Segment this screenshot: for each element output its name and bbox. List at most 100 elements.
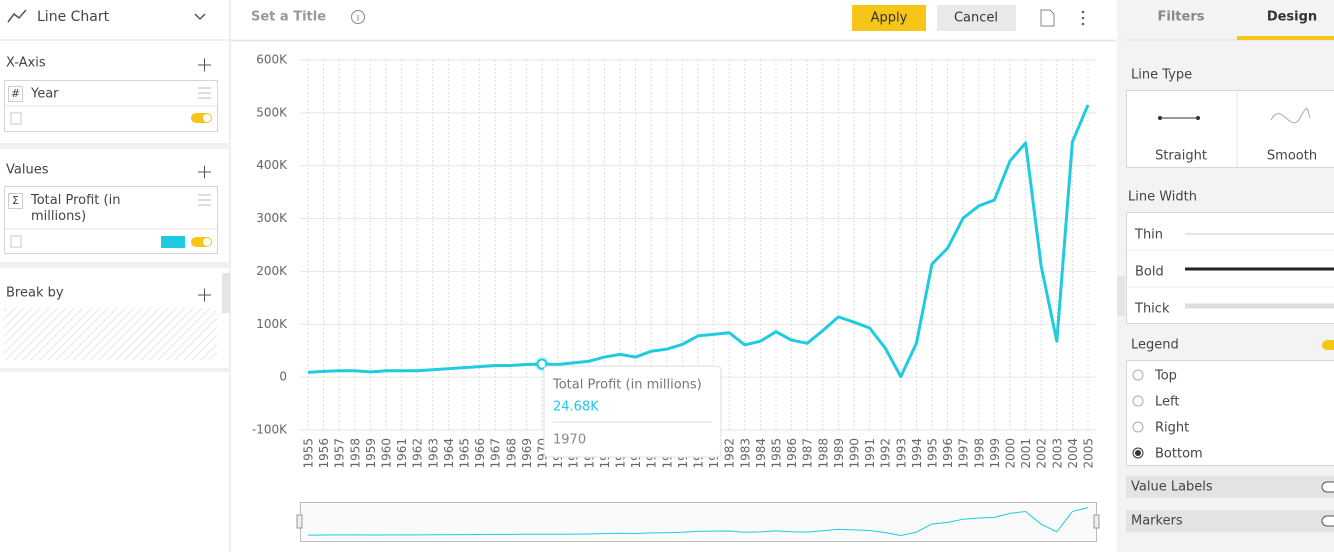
tooltip-category: 1970 <box>553 433 586 448</box>
toggle[interactable] <box>1322 340 1334 350</box>
option-label[interactable]: Left <box>1155 395 1179 410</box>
info-icon[interactable] <box>351 10 365 24</box>
navigator-line <box>307 507 1089 537</box>
x-tick-label: 1991 <box>863 438 877 469</box>
drag-handle[interactable] <box>198 87 211 99</box>
navigator-handle[interactable] <box>1093 514 1100 529</box>
option-label[interactable]: Thick <box>1134 302 1170 317</box>
x-tick-label: 2000 <box>1004 438 1018 469</box>
option-label[interactable]: Right <box>1155 421 1189 436</box>
smooth-icon[interactable] <box>1270 107 1311 124</box>
x-tick-label: 1997 <box>957 438 971 469</box>
x-tick-label: 1969 <box>520 438 534 469</box>
tooltip-series: Total Profit (in millions) <box>552 378 702 393</box>
drop-zone[interactable] <box>4 308 217 360</box>
navigator[interactable] <box>300 502 1097 542</box>
section-label: Break by <box>6 286 64 301</box>
delete-icon[interactable] <box>10 112 22 125</box>
active-tab-indicator <box>1237 36 1334 40</box>
x-tick-label: 1966 <box>473 438 487 469</box>
y-tick-label: 100K <box>256 317 288 331</box>
y-tick-label: 500K <box>256 105 288 119</box>
x-tick-label: 2004 <box>1066 438 1080 469</box>
y-tick-label: -100K <box>252 423 288 437</box>
chart-icon <box>7 9 27 23</box>
hover-marker <box>536 358 548 370</box>
navigator-handle[interactable] <box>296 514 303 529</box>
x-tick-label: 1999 <box>988 438 1002 469</box>
y-tick-label: 0 <box>279 370 287 384</box>
cancel-label[interactable]: Cancel <box>954 11 998 26</box>
y-tick-label: 400K <box>256 158 288 172</box>
field-name[interactable]: Total Profit (in millions) <box>31 193 121 224</box>
symbol-box <box>8 193 23 209</box>
separator <box>0 368 230 372</box>
apply-label[interactable]: Apply <box>871 11 908 26</box>
x-tick-label: 1982 <box>723 438 737 469</box>
option-label[interactable]: Thin <box>1134 228 1163 243</box>
option-label[interactable]: Bottom <box>1155 447 1203 462</box>
chart-type[interactable]: Line Chart <box>37 9 110 25</box>
section-label: Legend <box>1131 338 1179 353</box>
radio[interactable] <box>1132 369 1144 381</box>
option-label[interactable]: Smooth <box>1267 149 1317 164</box>
color-swatch[interactable] <box>161 236 185 248</box>
radio-dot <box>1135 450 1141 456</box>
section-label: X-Axis <box>6 56 46 71</box>
straight-icon-dot <box>1158 116 1162 120</box>
section-label: Line Width <box>1128 190 1197 205</box>
collapse-handle[interactable] <box>1117 276 1125 316</box>
toggle[interactable] <box>1321 515 1334 527</box>
option-label[interactable]: Bold <box>1135 265 1164 280</box>
x-tick-label: 1994 <box>910 438 924 469</box>
x-tick-label: 1987 <box>801 438 815 469</box>
x-tick-label: 1965 <box>458 438 472 469</box>
radio[interactable] <box>1132 395 1144 407</box>
x-tick-label: 1955 <box>302 438 316 469</box>
x-tick-label: 2003 <box>1050 438 1064 469</box>
section-label: Values <box>6 163 49 178</box>
x-tick-label: 1957 <box>333 438 347 469</box>
field-symbol: Σ <box>12 194 19 207</box>
export-icon[interactable] <box>1040 9 1055 27</box>
x-tick-label: 1995 <box>926 438 940 469</box>
x-tick-label: 1962 <box>411 438 425 469</box>
line <box>307 104 1090 379</box>
tooltip-value: 24.68K <box>553 400 599 415</box>
option-label[interactable]: Straight <box>1155 149 1207 164</box>
field-symbol: # <box>11 87 20 100</box>
x-tick-label: 1990 <box>848 438 862 469</box>
more-icon[interactable] <box>1081 10 1085 26</box>
tooltip <box>543 365 722 458</box>
toggle[interactable] <box>1321 481 1334 493</box>
radio[interactable] <box>1132 421 1144 433</box>
add-button[interactable] <box>198 288 211 302</box>
x-tick-label: 2001 <box>1019 438 1033 469</box>
add-button[interactable] <box>198 58 211 72</box>
drag-handle[interactable] <box>198 194 211 206</box>
x-tick-label: 1988 <box>816 438 830 469</box>
x-tick-label: 1984 <box>754 438 768 469</box>
option-box <box>1126 90 1334 168</box>
cancel-button[interactable] <box>937 5 1016 31</box>
chevron[interactable] <box>194 13 206 21</box>
collapse-handle[interactable] <box>222 273 230 313</box>
title-input[interactable]: Set a Title <box>251 10 326 25</box>
x-tick-label: 1986 <box>785 438 799 469</box>
toggle-row <box>1126 510 1334 532</box>
tab[interactable]: Design <box>1267 10 1317 25</box>
field-name[interactable]: Year <box>30 87 59 102</box>
straight-icon-dot <box>1196 116 1200 120</box>
tab[interactable]: Filters <box>1158 10 1205 25</box>
x-tick-label: 1959 <box>364 438 378 469</box>
apply-button[interactable] <box>852 5 926 31</box>
option-box <box>1126 360 1334 466</box>
symbol-box <box>8 86 23 102</box>
add-button[interactable] <box>198 165 211 179</box>
option-label[interactable]: Top <box>1154 369 1177 384</box>
delete-icon[interactable] <box>10 235 22 248</box>
x-tick-label: 1961 <box>395 438 409 469</box>
